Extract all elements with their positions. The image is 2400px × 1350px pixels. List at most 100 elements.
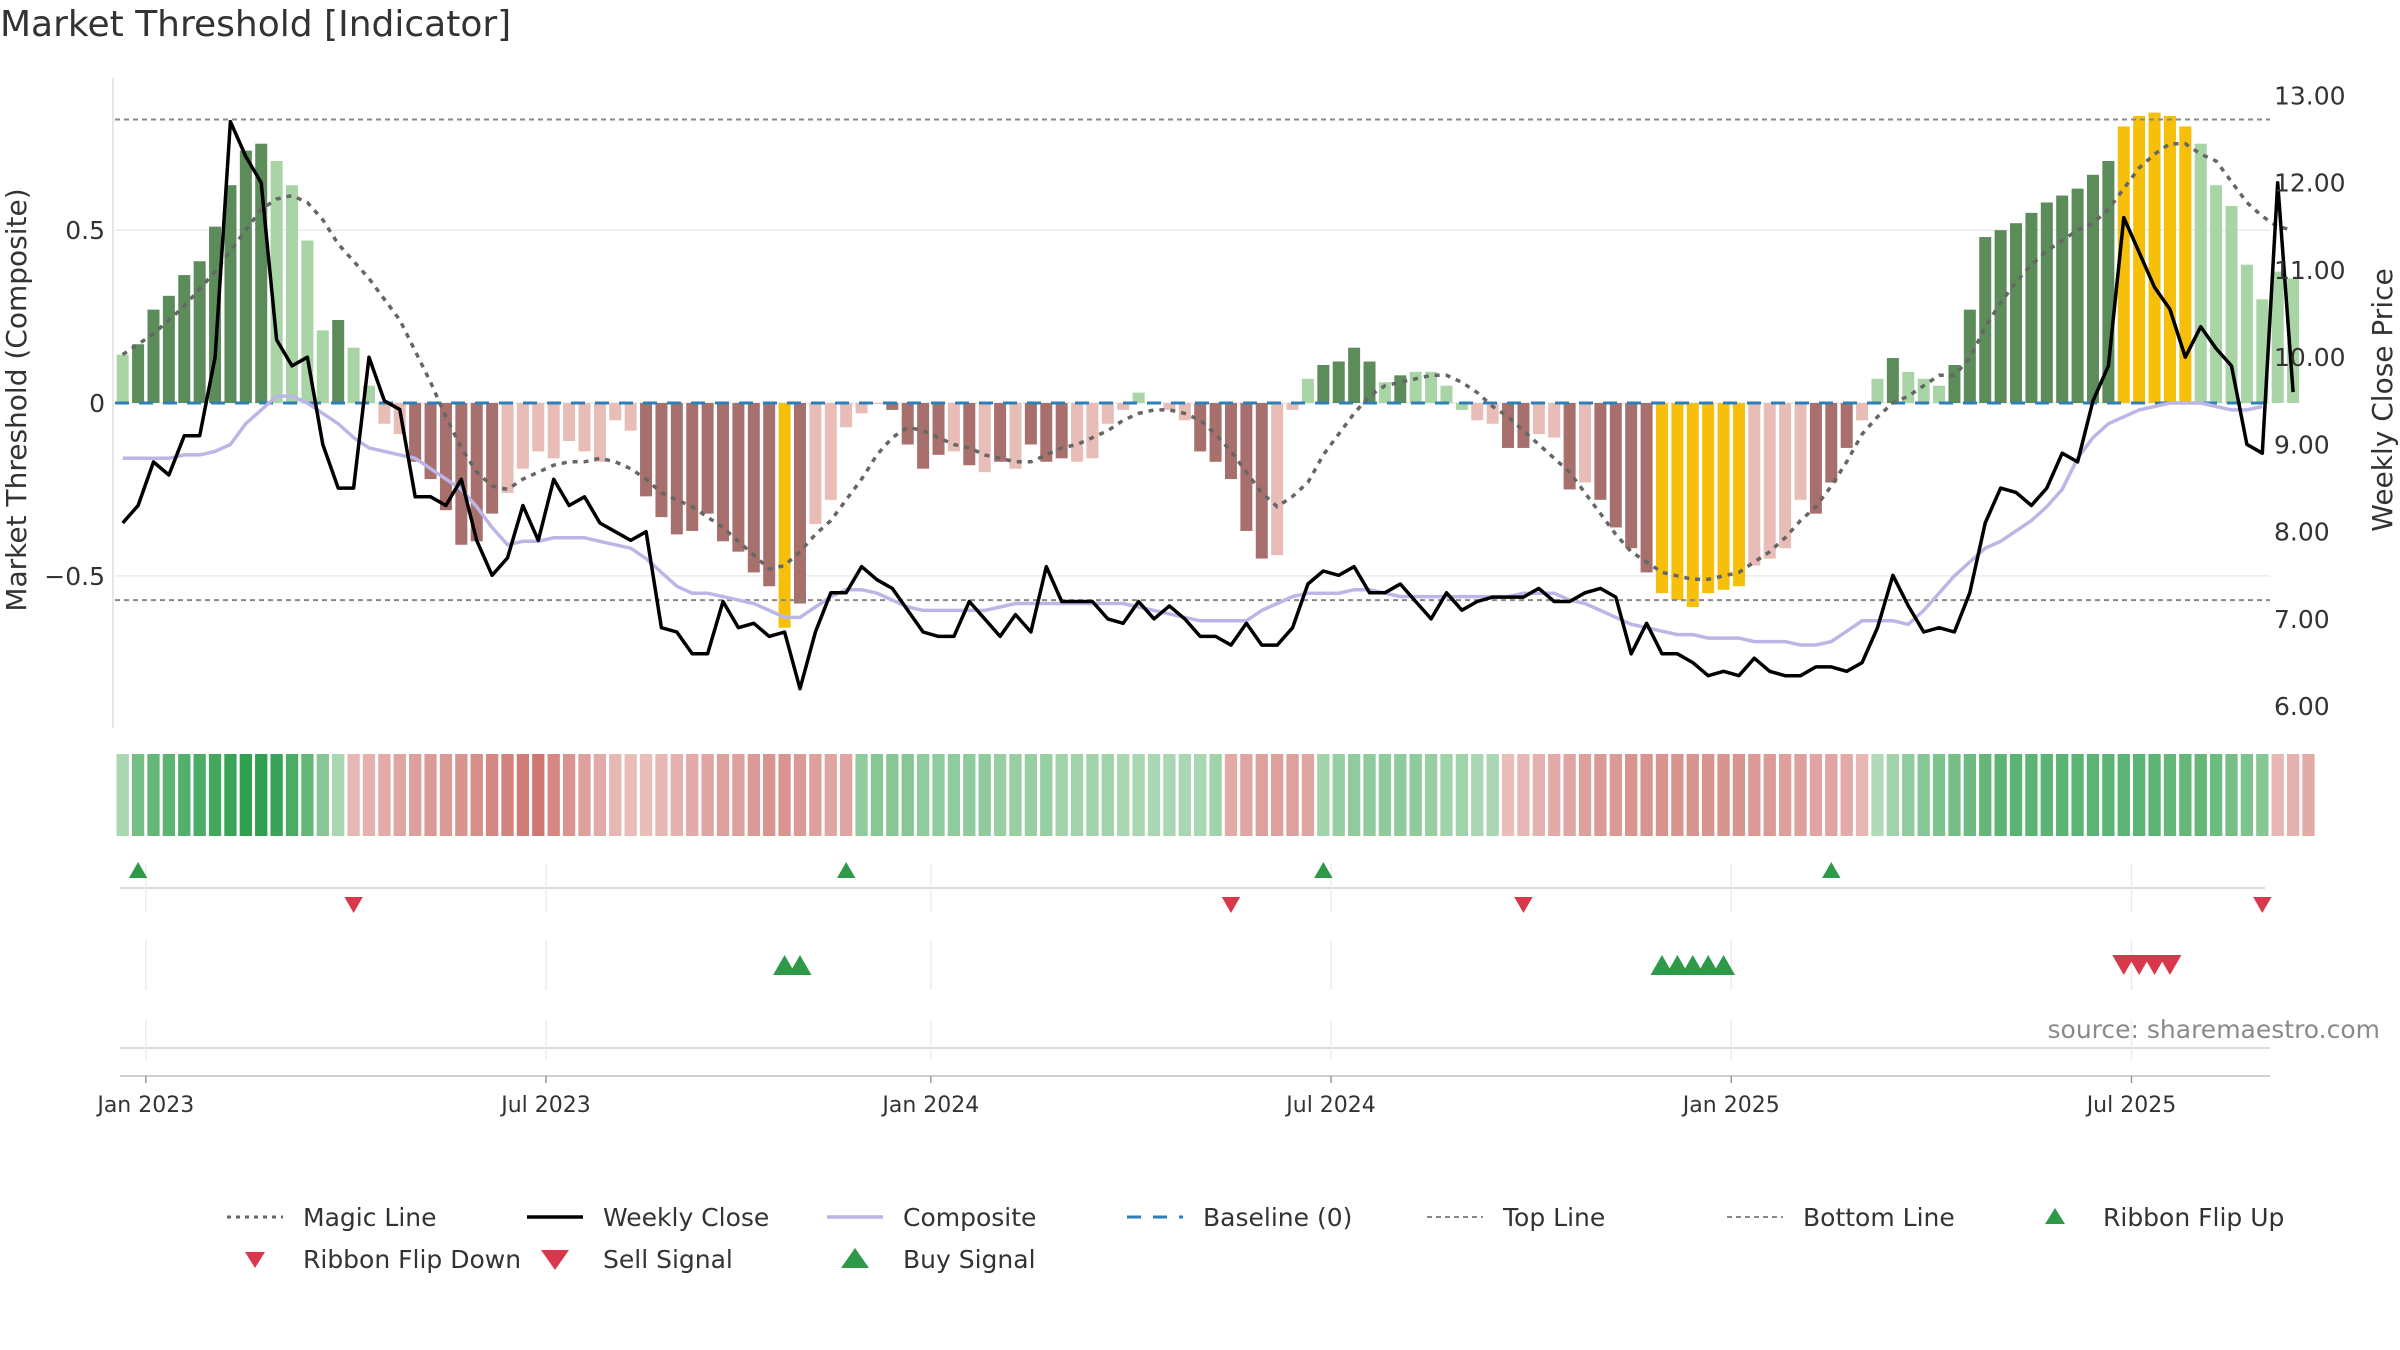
ribbon-cell [1763, 754, 1776, 836]
ribbon-cell [2133, 754, 2146, 836]
ribbon-cell [285, 754, 299, 836]
ribbon-cell [455, 754, 468, 836]
threshold-bar [1240, 403, 1253, 531]
ribbon-cell [439, 754, 453, 836]
time-axis: Jan 2023 Jul 2023 Jan 2024 Jul 2024 Jan 2025… [95, 1075, 2270, 1118]
ribbon-cell [1886, 754, 1900, 836]
ribbon-cell [224, 754, 237, 836]
y2-tick-label: 9.00 [2274, 430, 2330, 459]
y-tick-label: 0 [89, 389, 105, 418]
ribbon-cell [1532, 754, 1545, 836]
threshold-bar [1317, 364, 1330, 403]
threshold-bar [1086, 403, 1099, 459]
threshold-bar [1224, 403, 1237, 480]
dotted-line-icon [1727, 1216, 1783, 1218]
ribbon-cell [1332, 754, 1345, 836]
ribbon-strip [116, 754, 2315, 836]
dashed-line-icon [1127, 1215, 1183, 1219]
ribbon-cell [2209, 754, 2223, 836]
ribbon-cell [809, 754, 822, 836]
threshold-bar [1409, 371, 1422, 403]
ribbon-cell [255, 754, 268, 836]
threshold-bar [1563, 403, 1576, 490]
threshold-bar [2071, 188, 2084, 403]
threshold-bar [793, 403, 806, 604]
ribbon-cell [1748, 754, 1761, 836]
threshold-bar [1055, 403, 1068, 459]
legend-item-buy-signal: Buy Signal [825, 1242, 1125, 1276]
ribbon-cell [393, 754, 406, 836]
threshold-bar [1979, 237, 1992, 403]
threshold-bar [409, 403, 422, 462]
threshold-bar [1886, 358, 1899, 403]
x-tick-label: Jul 2024 [1284, 1093, 1376, 1118]
threshold-bar [1840, 403, 1853, 448]
ribbon-cell [855, 754, 868, 836]
threshold-bar [424, 403, 437, 480]
ribbon-cell [1501, 754, 1515, 836]
ribbon-cell [239, 754, 252, 836]
threshold-bar [840, 403, 853, 428]
threshold-bar [1024, 403, 1037, 445]
threshold-bar [1902, 371, 1915, 403]
magic-line [121, 141, 2294, 582]
ribbon-cell [993, 754, 1007, 836]
threshold-bar [332, 320, 345, 403]
threshold-bar [378, 403, 391, 424]
ribbon-flip-up-marker [1314, 862, 1333, 878]
threshold-bar [1671, 403, 1684, 601]
legend-label: Bottom Line [1803, 1202, 1955, 1232]
threshold-bar [1779, 403, 1792, 549]
threshold-bar [563, 403, 576, 442]
threshold-bar [1640, 403, 1653, 573]
threshold-bar [2179, 126, 2192, 403]
ribbon-flip-up-marker [1822, 862, 1841, 878]
ribbon-cell [2040, 754, 2053, 836]
threshold-bar [1994, 230, 2007, 403]
threshold-bar [1209, 403, 1222, 462]
sell-signal-marker [2112, 955, 2136, 975]
ribbon-cell [1378, 754, 1392, 836]
ribbon-cell [1024, 754, 1038, 836]
buy-signal-marker [1665, 955, 1689, 975]
triangle-up-icon [841, 1248, 869, 1268]
ribbon-cell [2256, 754, 2269, 836]
threshold-bar [1101, 403, 1114, 424]
threshold-bar [1502, 403, 1515, 448]
ribbon-cell [870, 754, 884, 836]
threshold-bar [1301, 378, 1314, 403]
ribbon-cell [470, 754, 483, 836]
ribbon-cell [1778, 754, 1792, 836]
ribbon-cell [1240, 754, 1253, 836]
ribbon-cell [1671, 754, 1684, 836]
threshold-bar [593, 403, 606, 462]
ribbon-cell [1948, 754, 1961, 836]
y-tick-label: −0.5 [44, 562, 105, 591]
x-tick-label: Jul 2025 [2085, 1093, 2177, 1118]
threshold-bar [1686, 403, 1699, 607]
threshold-bar [1517, 403, 1530, 448]
ribbon-cell [131, 754, 145, 836]
ribbon-cell [178, 754, 191, 836]
legend-label: Weekly Close [603, 1202, 770, 1232]
ribbon-cell [963, 754, 976, 836]
ribbon-cell [609, 754, 622, 836]
y2-tick-label: 8.00 [2274, 518, 2330, 547]
threshold-bar [932, 403, 945, 455]
ribbon-cell [1548, 754, 1561, 836]
threshold-bar [1271, 403, 1284, 556]
ribbon-cell [1578, 754, 1592, 836]
threshold-bar [2240, 264, 2253, 403]
legend-item-ribbon-flip-down: Ribbon Flip Down [225, 1242, 525, 1276]
ribbon-flip-down-marker [1514, 897, 1533, 913]
ribbon-cell [1963, 754, 1976, 836]
legend-label: Magic Line [303, 1202, 437, 1232]
threshold-bar [2025, 212, 2038, 403]
threshold-bar [670, 403, 683, 535]
threshold-bar [824, 403, 837, 500]
threshold-bar [2133, 116, 2146, 403]
buy-signal-marker [1696, 955, 1720, 975]
threshold-bar [1809, 403, 1822, 514]
ribbon-cell [1086, 754, 1099, 836]
threshold-bar [1794, 403, 1807, 500]
